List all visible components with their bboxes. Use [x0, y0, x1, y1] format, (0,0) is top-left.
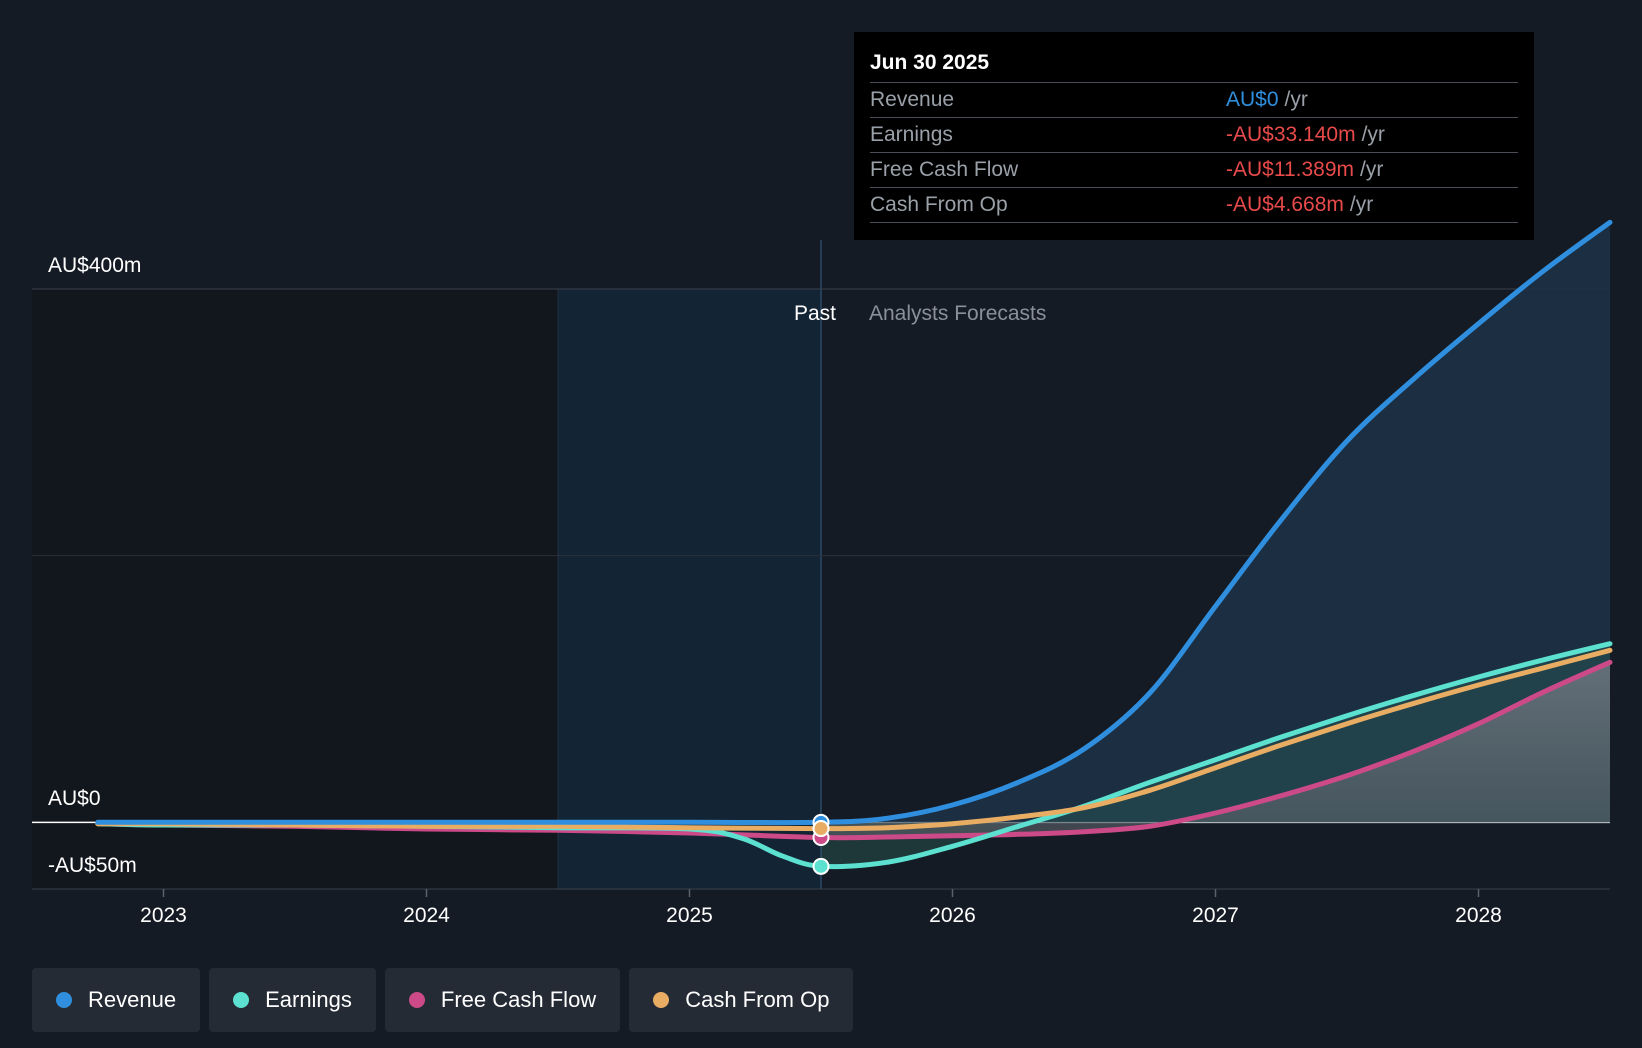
earnings-marker	[812, 857, 830, 875]
legend-item-free-cash-flow[interactable]: Free Cash Flow	[384, 968, 621, 1032]
legend: Revenue Earnings Free Cash Flow Cash Fro…	[32, 968, 854, 1032]
cash-from-op-line	[95, 647, 1613, 832]
legend-label: Earnings	[265, 987, 352, 1012]
cash-from-op-dot-icon	[653, 992, 670, 1008]
forecast-label: Analysts Forecasts	[869, 302, 1046, 325]
legend-item-cash-from-op[interactable]: Cash From Op	[629, 968, 854, 1032]
x-tick-label: 2026	[929, 904, 976, 927]
legend-label: Cash From Op	[685, 987, 830, 1012]
revenue-area	[821, 222, 1610, 823]
tooltip-value: -AU$4.668m	[1226, 193, 1344, 216]
past-region	[32, 289, 558, 889]
x-tick-label: 2024	[403, 904, 450, 927]
tooltip-unit: /yr	[1360, 158, 1384, 181]
x-tick-label: 2023	[140, 904, 187, 927]
tooltip-value: -AU$11.389m	[1226, 158, 1355, 181]
revenue-dot-icon	[56, 992, 72, 1008]
tooltip-value: AU$0	[1226, 88, 1279, 111]
tooltip: Jun 30 2025 Revenue AU$0 /yr Earnings -A…	[854, 32, 1534, 240]
tooltip-label: Free Cash Flow	[870, 158, 1019, 181]
tooltip-unit: /yr	[1284, 88, 1308, 111]
tooltip-row-earnings: Earnings -AU$33.140m /yr	[870, 118, 1518, 153]
x-tick-label: 2027	[1192, 904, 1239, 927]
tooltip-value: -AU$33.140m	[1226, 123, 1356, 146]
tooltip-label: Revenue	[870, 88, 955, 111]
legend-item-revenue[interactable]: Revenue	[32, 968, 201, 1032]
tooltip-row-cash-from-op: Cash From Op -AU$4.668m /yr	[870, 188, 1518, 223]
y-label-bottom: -AU$50m	[48, 854, 137, 877]
earnings-dot-icon	[233, 992, 250, 1008]
tooltip-row-free-cash-flow: Free Cash Flow -AU$11.389m /yr	[870, 153, 1518, 188]
legend-label: Free Cash Flow	[440, 987, 597, 1012]
y-label-zero: AU$0	[48, 787, 101, 810]
tooltip-label: Earnings	[870, 123, 953, 146]
tooltip-unit: /yr	[1349, 193, 1374, 216]
tooltip-row-revenue: Revenue AU$0 /yr	[870, 83, 1518, 118]
x-tick-label: 2028	[1455, 904, 1502, 927]
free-cash-flow-dot-icon	[408, 992, 425, 1008]
free-cash-flow-area	[821, 662, 1610, 838]
legend-label: Revenue	[88, 987, 177, 1012]
x-tick-label: 2025	[666, 904, 713, 927]
highlight-region	[558, 289, 821, 889]
cash-from-op-marker	[812, 820, 830, 838]
legend-item-earnings[interactable]: Earnings	[209, 968, 376, 1032]
tooltip-label: Cash From Op	[870, 193, 1008, 216]
tooltip-unit: /yr	[1361, 123, 1385, 146]
revenue-line	[95, 219, 1613, 826]
past-label: Past	[794, 302, 836, 325]
tooltip-date: Jun 30 2025	[870, 46, 1518, 83]
y-label-top: AU$400m	[48, 254, 141, 277]
